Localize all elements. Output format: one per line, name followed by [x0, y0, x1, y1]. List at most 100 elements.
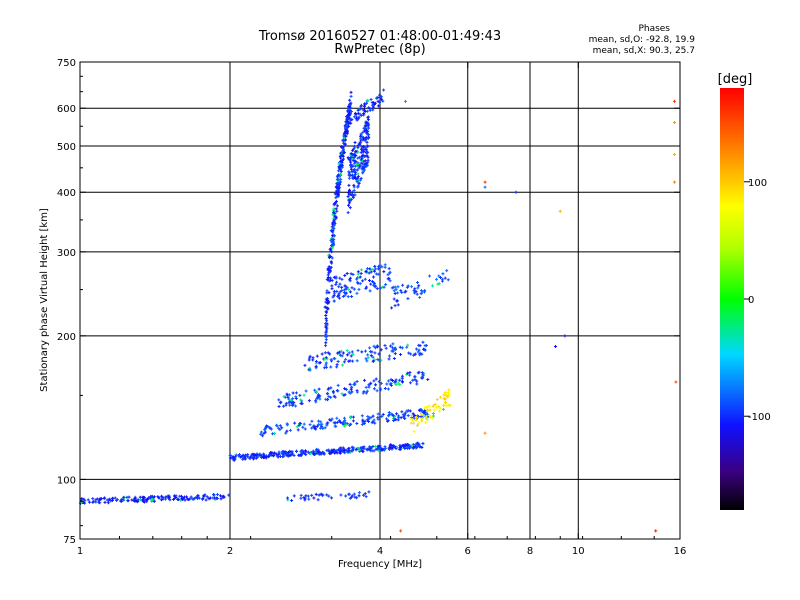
data-point — [365, 150, 369, 154]
data-point — [347, 116, 351, 120]
data-point — [362, 104, 366, 108]
data-point — [394, 383, 398, 387]
data-point — [341, 420, 345, 424]
data-point — [437, 409, 441, 413]
data-point — [344, 125, 348, 129]
x-tick-label: 8 — [527, 546, 533, 557]
data-point — [262, 431, 266, 435]
data-point — [341, 139, 345, 143]
data-point — [333, 449, 337, 453]
data-point — [365, 447, 369, 451]
data-point — [386, 273, 390, 277]
data-point — [371, 359, 375, 363]
data-point — [420, 375, 424, 379]
data-point — [345, 353, 349, 357]
colorbar-ticks: 100 0 -100 — [744, 178, 771, 423]
data-point — [324, 313, 328, 317]
data-point — [366, 353, 370, 357]
data-point — [353, 495, 357, 499]
data-point — [332, 224, 336, 228]
data-point — [425, 418, 429, 422]
data-point — [113, 496, 117, 500]
data-point — [483, 431, 487, 435]
data-point — [364, 385, 368, 389]
data-point — [327, 291, 331, 295]
data-point — [417, 284, 421, 288]
data-point — [414, 290, 418, 294]
data-point — [388, 270, 392, 274]
data-point — [379, 381, 383, 385]
data-point — [327, 448, 331, 452]
data-point — [364, 270, 368, 274]
data-point — [366, 98, 370, 102]
data-point — [362, 145, 366, 149]
data-point — [324, 316, 328, 320]
data-point — [340, 289, 344, 293]
data-point — [350, 190, 354, 194]
data-point — [321, 450, 325, 454]
data-point — [336, 389, 340, 393]
data-point — [365, 389, 369, 393]
data-point — [403, 99, 407, 103]
data-point — [302, 452, 306, 456]
data-point — [298, 393, 302, 397]
data-point — [227, 493, 231, 497]
data-point — [288, 454, 292, 458]
data-point — [246, 453, 250, 457]
data-point — [315, 354, 319, 358]
data-point — [431, 412, 435, 416]
data-point — [375, 389, 379, 393]
data-point — [348, 163, 352, 167]
data-point — [340, 159, 344, 163]
data-point — [348, 359, 352, 363]
data-point — [447, 388, 451, 392]
data-point — [347, 203, 350, 207]
data-point — [95, 497, 99, 501]
data-point — [318, 426, 322, 430]
data-point — [446, 278, 450, 282]
data-point — [400, 376, 404, 380]
data-point — [483, 180, 487, 184]
data-point — [359, 268, 363, 272]
data-point — [378, 286, 382, 290]
data-point — [405, 345, 409, 349]
data-point — [363, 492, 367, 496]
data-point — [349, 121, 353, 125]
data-point — [350, 494, 354, 498]
data-point — [316, 393, 320, 397]
data-point — [400, 346, 404, 350]
data-point — [367, 383, 371, 387]
data-point — [447, 393, 451, 397]
data-point — [231, 456, 235, 460]
data-point — [319, 420, 323, 424]
data-point — [441, 407, 445, 411]
data-point — [374, 267, 378, 271]
data-point — [335, 204, 339, 208]
data-point — [314, 360, 318, 364]
data-point — [363, 145, 367, 149]
data-point — [347, 390, 351, 394]
data-point — [338, 290, 342, 294]
data-point — [280, 426, 284, 430]
data-point — [317, 422, 321, 426]
data-point — [326, 421, 330, 425]
data-point — [350, 449, 354, 453]
data-point — [364, 357, 368, 361]
data-point — [372, 387, 376, 391]
data-point — [269, 427, 273, 431]
data-point — [390, 349, 394, 353]
data-point — [413, 374, 417, 378]
data-point — [280, 450, 284, 454]
data-point — [363, 109, 367, 113]
data-point — [266, 455, 270, 459]
data-point — [383, 386, 387, 390]
data-point — [355, 390, 359, 394]
data-point — [399, 289, 403, 293]
data-point — [120, 497, 124, 501]
data-point — [654, 529, 658, 533]
data-point — [362, 129, 366, 133]
data-point — [203, 493, 207, 497]
data-point — [673, 152, 677, 156]
data-point — [329, 358, 333, 362]
data-point — [349, 160, 353, 164]
